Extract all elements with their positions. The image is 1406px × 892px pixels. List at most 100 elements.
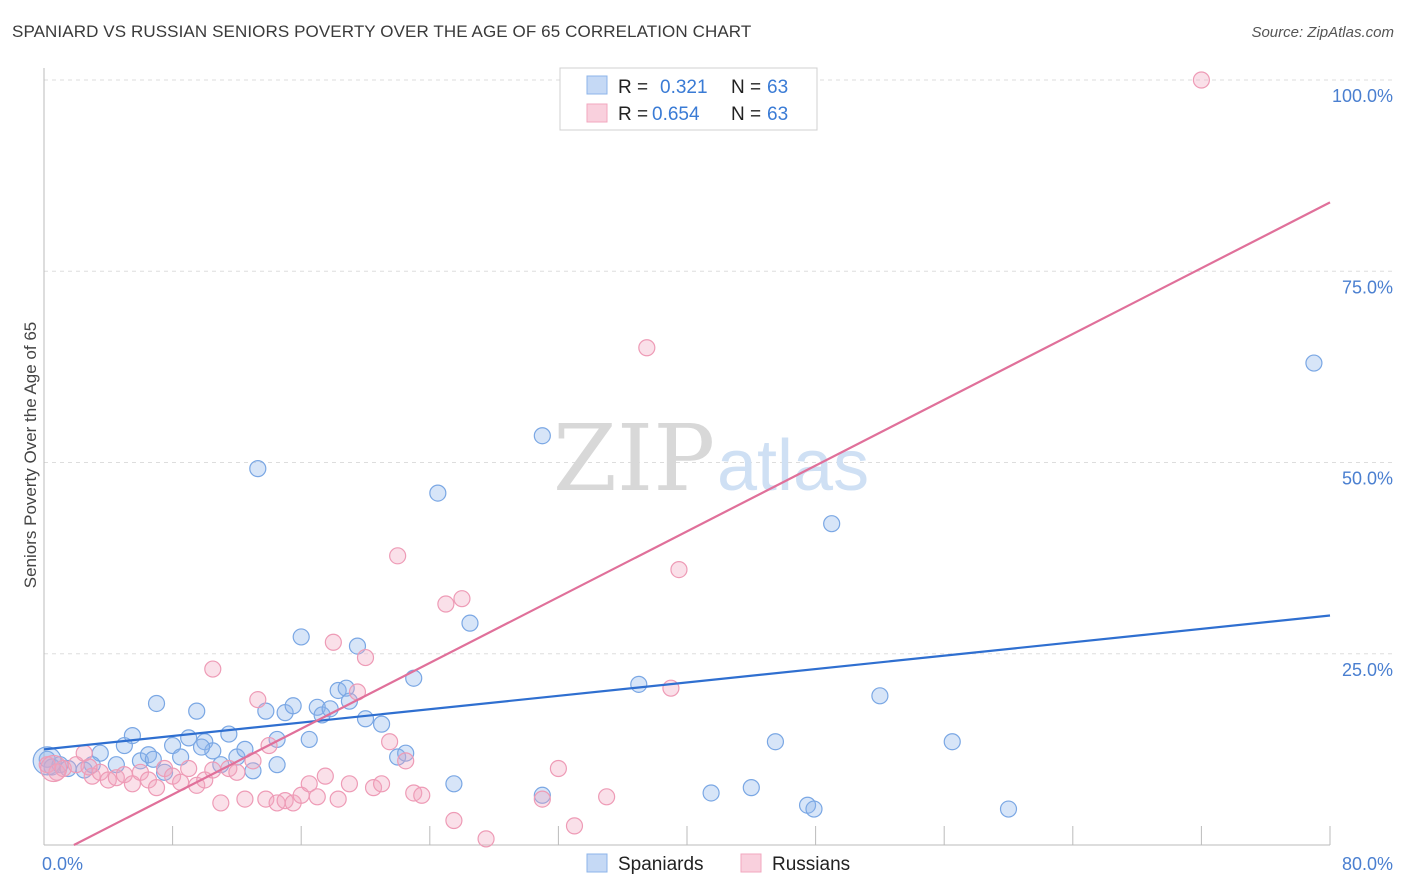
correlation-legend: R = 0.321 N = 63 R = 0.654 N = 63: [559, 67, 818, 131]
russian-point: [204, 660, 222, 678]
russian-point: [413, 786, 431, 804]
russian-point: [638, 339, 656, 357]
russian-point: [324, 633, 342, 651]
russian-point: [364, 779, 383, 797]
spaniard-point: [139, 746, 158, 764]
russian-point: [329, 790, 347, 808]
russian-point: [533, 790, 551, 808]
legend-r-value-russians: 0.654: [652, 104, 700, 125]
spaniard-point: [461, 614, 479, 632]
spaniard-point: [249, 460, 267, 478]
spaniard-point: [144, 750, 162, 768]
x-tick-label: 0.0%: [42, 854, 83, 874]
russian-point: [83, 767, 101, 785]
russian-point: [316, 767, 334, 785]
spaniard-point: [372, 715, 391, 733]
axes: [43, 68, 1331, 846]
russian-point: [549, 759, 568, 778]
spaniard-point: [742, 779, 760, 797]
russian-point: [228, 763, 246, 781]
spaniard-point: [702, 784, 720, 802]
russian-point: [381, 733, 399, 751]
legend-n-label-1: N =: [731, 77, 761, 98]
russian-point: [257, 790, 275, 808]
spaniard-point: [805, 800, 823, 818]
spaniard-point: [389, 748, 407, 766]
spaniard-point: [943, 733, 961, 751]
spaniard-point: [533, 427, 551, 445]
spaniard-point: [429, 484, 447, 502]
bottom-legend-russians: Russians: [772, 854, 850, 875]
spaniard-point: [204, 742, 222, 760]
russian-point: [356, 648, 375, 667]
russian-point: [340, 775, 359, 793]
russian-point: [477, 830, 495, 848]
spaniard-point: [188, 702, 206, 720]
russian-point: [389, 547, 407, 565]
spaniard-point: [630, 675, 648, 693]
russian-point: [453, 590, 471, 608]
spaniard-point: [155, 763, 174, 781]
y-axis-label: Seniors Poverty Over the Age of 65: [21, 322, 40, 588]
russian-point: [308, 788, 326, 806]
spaniard-point: [871, 687, 889, 705]
legend-n-value-spaniards: 63: [767, 77, 788, 98]
russian-point: [565, 817, 584, 835]
legend-r-label-2: R =: [618, 104, 648, 125]
russian-point: [397, 752, 415, 770]
russian-point: [372, 775, 391, 793]
russians-trend-line: [73, 201, 1331, 846]
trend-lines: [43, 201, 1331, 846]
gridlines: [44, 79, 1395, 655]
bottom-swatch-russians: [740, 853, 762, 873]
watermark-zip: ZIP: [553, 405, 715, 512]
legend-r-value-spaniards: 0.321: [660, 77, 708, 98]
source-label: Source: ZipAtlas.com: [1251, 24, 1394, 41]
spaniard-point: [999, 800, 1018, 818]
y-tick-label: 100.0%: [1332, 86, 1393, 106]
russian-point: [437, 595, 455, 613]
legend-swatch-spaniards: [586, 75, 608, 95]
spaniard-point: [766, 733, 785, 751]
russian-point: [236, 790, 254, 808]
chart-title: SPANIARD VS RUSSIAN SENIORS POVERTY OVER…: [12, 22, 752, 41]
spaniard-point: [300, 730, 318, 749]
spaniard-point: [292, 628, 310, 646]
legend-swatch-russians: [586, 103, 608, 123]
spaniard-point: [823, 515, 841, 533]
watermark-atlas: atlas: [717, 426, 869, 506]
russian-point: [212, 794, 230, 812]
bottom-legend-spaniards: Spaniards: [618, 854, 704, 875]
y-tick-label: 50.0%: [1342, 469, 1393, 489]
legend-r-label-1: R =: [618, 77, 648, 98]
spaniard-point: [268, 756, 286, 774]
spaniard-point: [356, 710, 375, 728]
russian-point: [670, 560, 688, 579]
russian-point: [80, 758, 98, 776]
spaniard-point: [1305, 354, 1323, 372]
tick-labels: 25.0% 50.0% 75.0% 100.0% 0.0% 80.0%: [42, 86, 1393, 874]
spaniard-point: [445, 775, 463, 793]
russian-point: [180, 759, 198, 778]
bottom-swatch-spaniards: [586, 853, 608, 873]
spaniard-point: [147, 694, 166, 713]
russian-point: [598, 788, 616, 806]
y-tick-label: 75.0%: [1342, 277, 1393, 297]
russian-point: [445, 811, 463, 830]
legend-n-value-russians: 63: [767, 104, 788, 125]
spaniard-point: [405, 669, 423, 687]
x-tick-label: 80.0%: [1342, 854, 1393, 874]
spaniard-point: [337, 679, 355, 697]
legend-n-label-2: N =: [731, 104, 761, 125]
series-legend: Spaniards Russians: [586, 853, 850, 875]
russian-point-cluster: [40, 754, 68, 783]
spaniard-point: [533, 786, 551, 804]
russian-point: [300, 775, 318, 793]
y-tick-label: 25.0%: [1342, 660, 1393, 680]
spaniard-point: [192, 738, 211, 756]
russian-point: [1192, 71, 1211, 89]
russian-point: [147, 779, 166, 797]
spaniards-trend-line: [43, 614, 1331, 751]
russians-points: [38, 71, 1211, 848]
